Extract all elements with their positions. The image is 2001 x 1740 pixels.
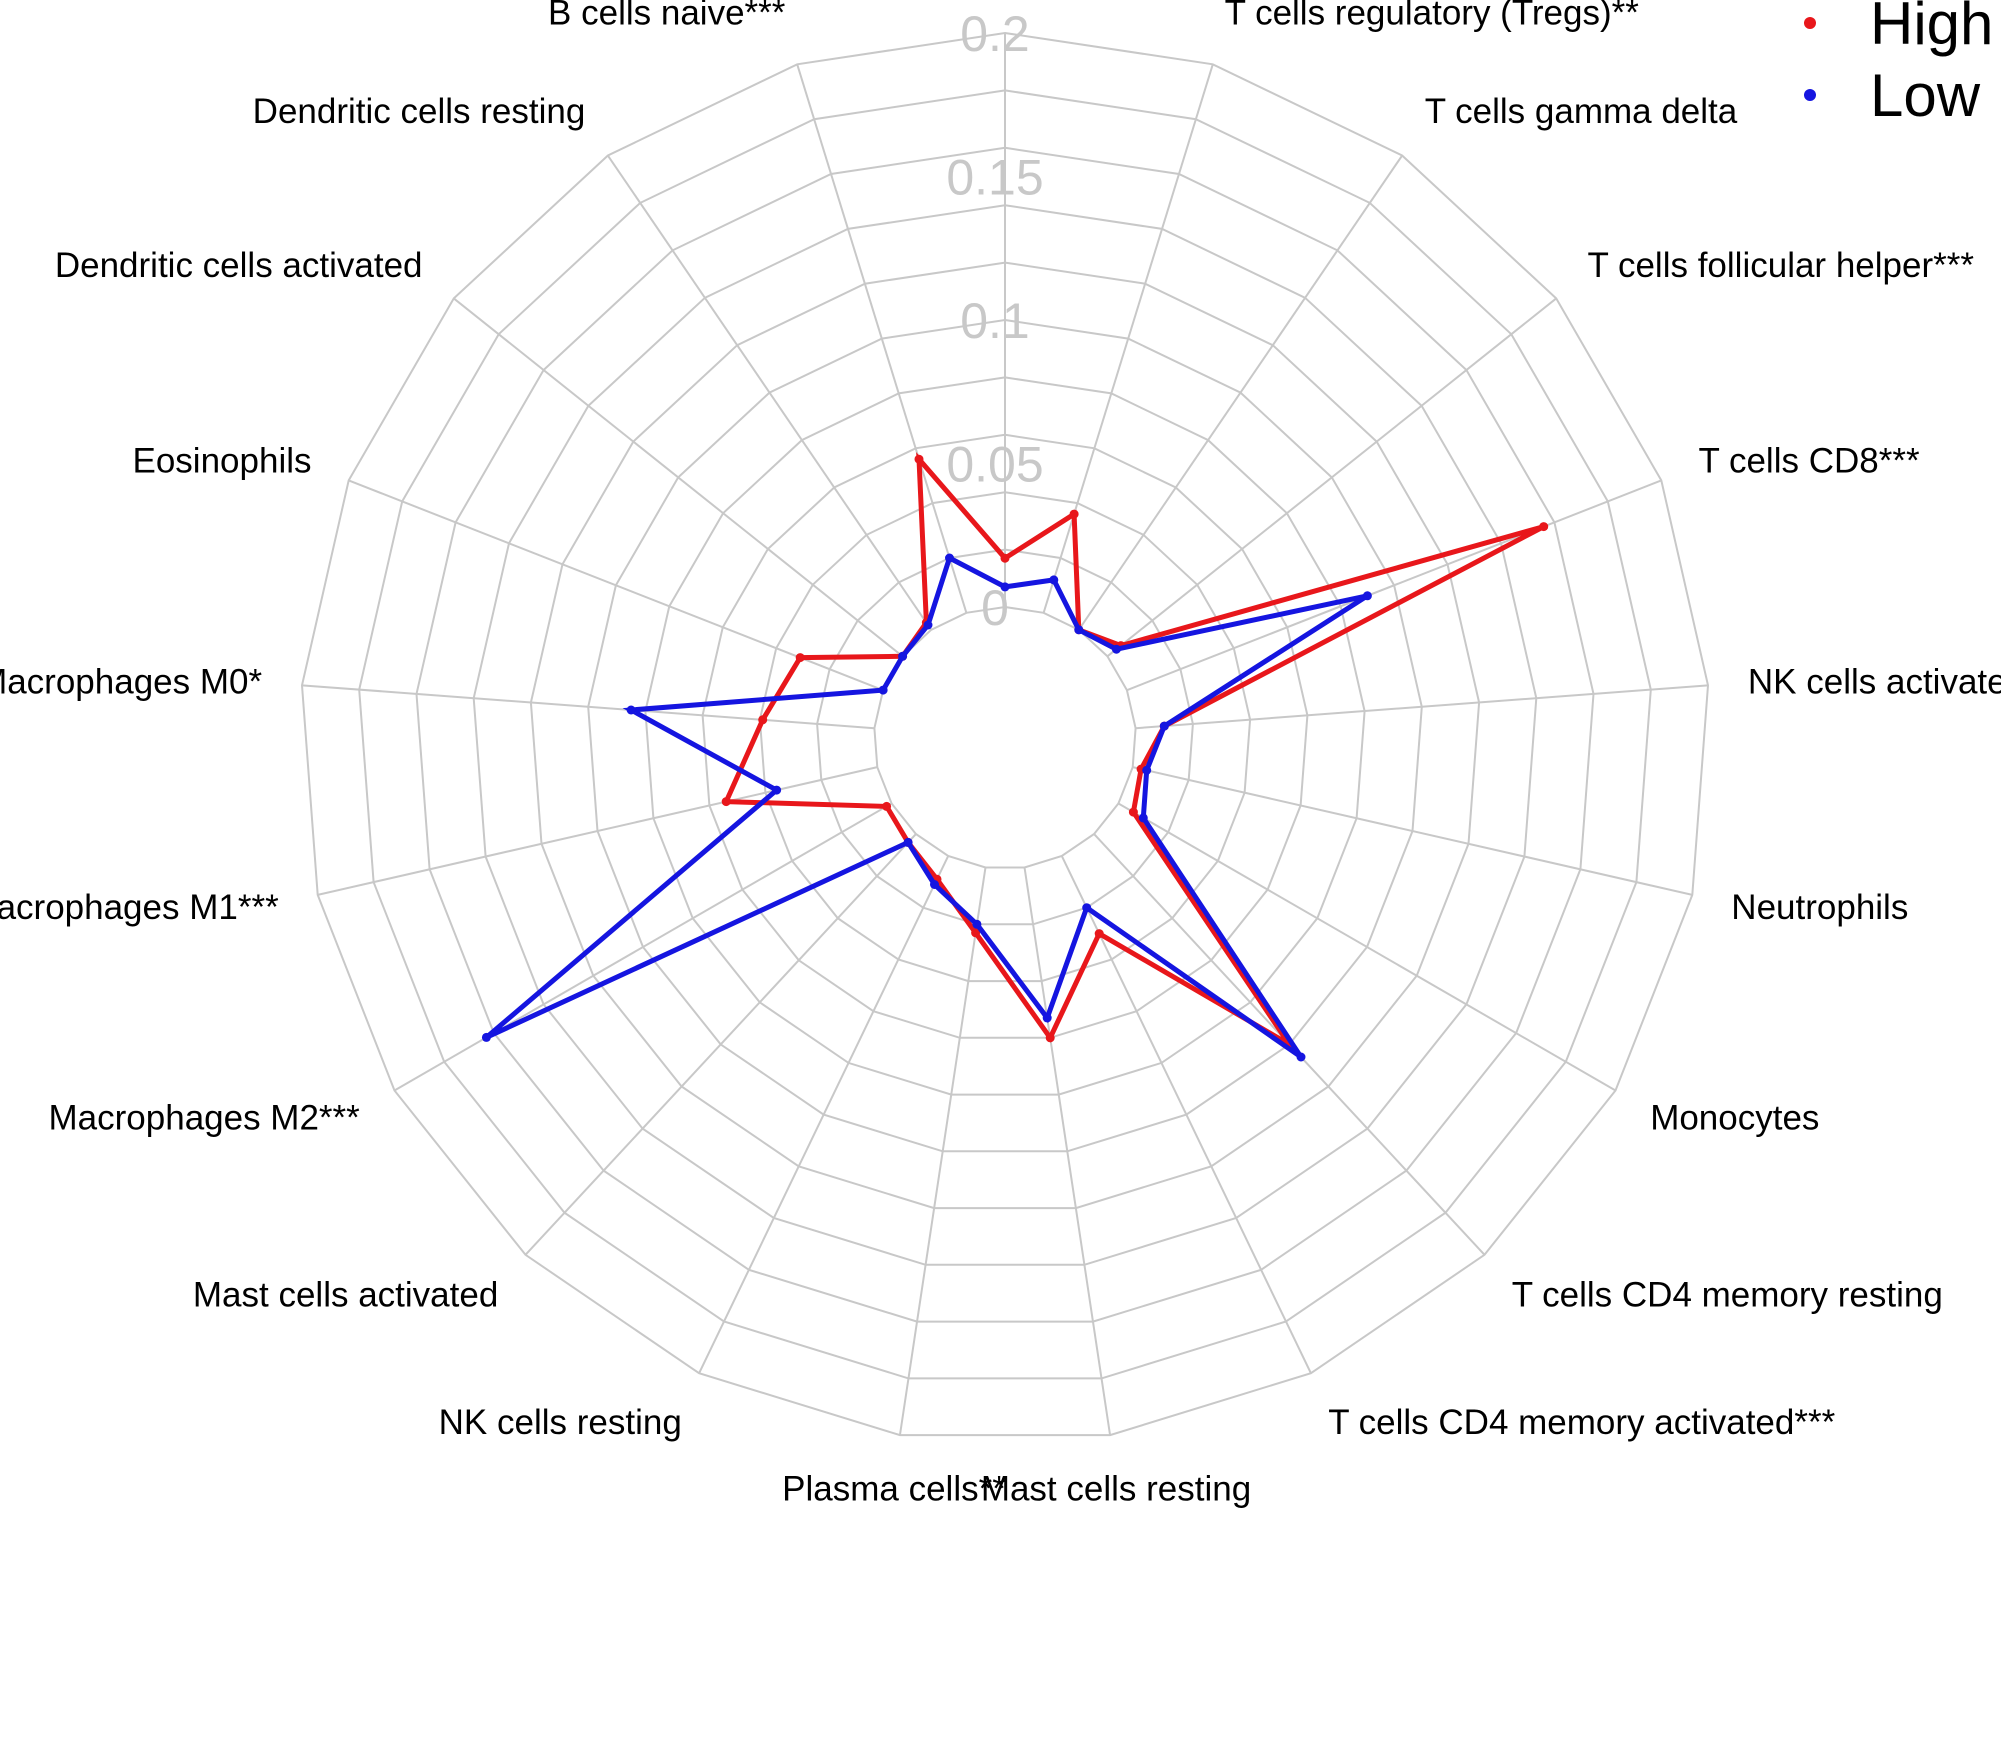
grid-spoke bbox=[524, 833, 917, 1256]
category-label: Dendritic cells activated bbox=[55, 246, 423, 285]
series-point-low bbox=[1042, 1013, 1052, 1023]
series-line-low bbox=[484, 554, 1369, 1060]
series-point-low bbox=[1000, 582, 1010, 592]
series-point-low bbox=[923, 620, 933, 630]
series-point-high bbox=[1000, 553, 1010, 563]
category-label: T cells CD4 memory resting bbox=[1512, 1275, 1943, 1314]
series-point-high bbox=[1128, 807, 1138, 817]
radial-tick-label: 0.15 bbox=[946, 150, 1043, 206]
category-label: Eosinophils bbox=[133, 442, 312, 481]
series-point-low bbox=[930, 880, 939, 889]
radial-tick-label: 0.2 bbox=[960, 6, 1030, 62]
series-point-low bbox=[1362, 591, 1372, 601]
grid-ring bbox=[358, 89, 1652, 1380]
grid-ring bbox=[587, 318, 1423, 1153]
legend-marker-low bbox=[1804, 89, 1816, 101]
grid-spoke bbox=[393, 802, 893, 1092]
category-label: Dendritic cells resting bbox=[253, 92, 586, 131]
grid-spoke bbox=[1106, 297, 1557, 658]
category-label: T cells CD4 memory activated*** bbox=[1328, 1403, 1835, 1442]
category-label: T cells follicular helper*** bbox=[1588, 246, 1975, 285]
grid-ring bbox=[644, 376, 1366, 1096]
series-point-low bbox=[1142, 765, 1152, 775]
grid-ring bbox=[415, 146, 1595, 1323]
grid-ring bbox=[816, 548, 1194, 926]
grid-spoke bbox=[348, 479, 884, 692]
grid-spoke bbox=[1023, 867, 1112, 1436]
category-labels: B cells memoryT cells regulatory (Tregs)… bbox=[0, 0, 2001, 1509]
grid-spoke bbox=[1126, 479, 1662, 692]
category-label: T cells gamma delta bbox=[1425, 92, 1738, 131]
category-label: Macrophages M1*** bbox=[0, 888, 279, 927]
grid-spoke bbox=[1117, 802, 1617, 1092]
category-label: Neutrophils bbox=[1731, 888, 1908, 927]
series-point-low bbox=[972, 919, 982, 929]
radial-tick-label: 0.05 bbox=[946, 437, 1043, 493]
series-point-low bbox=[481, 1032, 491, 1042]
series-point-low bbox=[878, 685, 888, 695]
category-label: Mast cells activated bbox=[193, 1275, 498, 1314]
legend-label-low: Low bbox=[1870, 62, 1981, 129]
grid-spoke bbox=[898, 867, 987, 1436]
grid-spoke bbox=[796, 64, 968, 614]
legend-marker-high bbox=[1804, 17, 1816, 29]
series-point-low bbox=[1082, 903, 1092, 913]
grid-spoke bbox=[317, 766, 878, 896]
radial-tick-label: 0.1 bbox=[960, 293, 1030, 349]
series-point-high bbox=[721, 797, 731, 807]
series-point-low bbox=[1159, 721, 1169, 731]
series-point-low bbox=[1074, 625, 1084, 635]
series-point-high bbox=[795, 653, 805, 663]
series-point-high bbox=[1539, 522, 1549, 532]
category-label: Plasma cells** bbox=[782, 1470, 1006, 1509]
series-layer bbox=[481, 452, 1549, 1062]
category-label: T cells CD8*** bbox=[1699, 442, 1920, 481]
grid-spoke bbox=[453, 297, 904, 658]
legend-label-high: High bbox=[1870, 0, 1993, 57]
series-point-low bbox=[1296, 1052, 1306, 1062]
grid-spoke bbox=[1132, 766, 1693, 896]
series-point-high bbox=[1094, 929, 1104, 939]
series-point-low bbox=[1111, 644, 1121, 654]
series-point-high bbox=[882, 801, 892, 811]
series-point-low bbox=[772, 785, 782, 795]
grid-spoke bbox=[1042, 64, 1214, 614]
grid-spoke bbox=[607, 154, 933, 631]
category-label: Monocytes bbox=[1650, 1099, 1819, 1138]
series-point-high bbox=[1045, 1033, 1055, 1043]
radial-tick-labels: 00.050.10.150.2 bbox=[946, 6, 1043, 636]
grid-spoke bbox=[1060, 855, 1312, 1374]
category-label: T cells regulatory (Tregs)** bbox=[1225, 0, 1640, 33]
series-point-high bbox=[1069, 509, 1079, 519]
series-point-high bbox=[971, 928, 981, 938]
grid-ring bbox=[529, 261, 1481, 1210]
series-point-low bbox=[1138, 813, 1148, 823]
category-label: NK cells activated bbox=[1748, 662, 2001, 701]
category-label: Macrophages M0* bbox=[0, 662, 262, 701]
grid-spoke bbox=[301, 684, 875, 730]
series-line-high bbox=[722, 452, 1545, 1047]
grid-ring bbox=[701, 433, 1309, 1039]
grid-ring bbox=[472, 204, 1538, 1266]
grid-spoke bbox=[1077, 154, 1403, 631]
category-label: Mast cells resting bbox=[981, 1470, 1251, 1509]
grid-ring bbox=[300, 31, 1710, 1437]
category-label: B cells naive*** bbox=[548, 0, 786, 33]
category-label: NK cells resting bbox=[439, 1403, 682, 1442]
series-point-high bbox=[758, 715, 768, 725]
series-point-low bbox=[626, 705, 636, 715]
radar-grid bbox=[300, 31, 1710, 1437]
series-point-low bbox=[945, 553, 954, 563]
series-point-low bbox=[903, 837, 913, 847]
grid-spoke bbox=[698, 855, 950, 1374]
grid-spoke bbox=[1135, 684, 1709, 730]
series-point-low bbox=[898, 651, 908, 661]
series-point-low bbox=[1049, 575, 1059, 585]
category-label: Macrophages M2*** bbox=[49, 1099, 361, 1138]
legend: High Low bbox=[1804, 0, 1993, 129]
series-point-high bbox=[914, 454, 924, 464]
